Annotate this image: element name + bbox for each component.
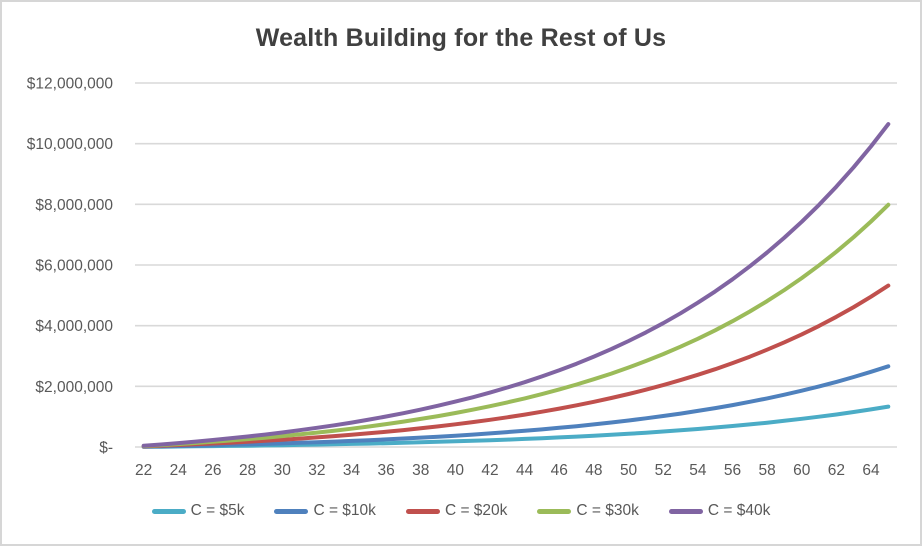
x-axis-tick-label: 62 bbox=[828, 462, 845, 479]
series-line-c-20k bbox=[141, 283, 891, 449]
series-line-c-40k bbox=[141, 122, 891, 448]
legend-label: C = $20k bbox=[444, 502, 508, 519]
legend-swatch-icon bbox=[537, 508, 572, 514]
x-axis-tick-label: 60 bbox=[793, 462, 811, 479]
y-axis-tick-label: $12,000,000 bbox=[27, 76, 114, 93]
x-axis-tick-label: 22 bbox=[135, 462, 152, 479]
x-axis-tick-label: 50 bbox=[620, 462, 638, 479]
x-axis-tick-label: 26 bbox=[204, 462, 221, 479]
legend-item-4: C = $40k bbox=[668, 502, 771, 520]
y-axis-tick-label: $10,000,000 bbox=[27, 136, 114, 153]
x-axis-tick-label: 28 bbox=[239, 462, 256, 479]
x-axis-tick-label: 24 bbox=[170, 462, 188, 479]
y-axis-tick-label: $8,000,000 bbox=[35, 197, 113, 214]
legend-label: C = $40k bbox=[707, 502, 771, 519]
y-axis-tick-label: $2,000,000 bbox=[35, 379, 113, 396]
series-line-c-30k bbox=[141, 202, 891, 449]
x-axis-tick-label: 44 bbox=[516, 462, 534, 479]
y-axis-tick-label: $4,000,000 bbox=[35, 318, 113, 335]
legend-swatch-icon bbox=[274, 508, 309, 514]
legend-swatch-icon bbox=[668, 508, 703, 514]
x-axis-tick-label: 56 bbox=[724, 462, 741, 479]
x-axis-tick-label: 40 bbox=[447, 462, 465, 479]
x-axis-tick-label: 30 bbox=[274, 462, 292, 479]
legend-label: C = $30k bbox=[576, 502, 639, 519]
x-axis-tick-label: 46 bbox=[551, 462, 568, 479]
x-axis-tick-label: 36 bbox=[377, 462, 394, 479]
legend-item-2: C = $20k bbox=[405, 502, 508, 520]
y-axis-tick-label: $6,000,000 bbox=[35, 258, 113, 275]
legend: C = $5k C = $10k C = $20k C = $30k C = $40k bbox=[2, 502, 920, 520]
x-axis-tick-label: 58 bbox=[758, 462, 775, 479]
legend-label: C = $10k bbox=[313, 502, 376, 519]
x-axis-tick-label: 32 bbox=[308, 462, 325, 479]
x-axis-tick-label: 42 bbox=[481, 462, 498, 479]
x-axis-tick-label: 54 bbox=[689, 462, 707, 479]
series-line-c-10k bbox=[141, 364, 891, 449]
y-axis-tick-label: $- bbox=[99, 440, 113, 457]
x-axis-tick-label: 64 bbox=[862, 462, 880, 479]
legend-item-3: C = $30k bbox=[537, 502, 639, 520]
chart-title: Wealth Building for the Rest of Us bbox=[255, 24, 667, 52]
x-axis-tick-label: 38 bbox=[412, 462, 429, 479]
legend-label: C = $5k bbox=[190, 502, 245, 519]
x-axis-tick-label: 52 bbox=[655, 462, 672, 479]
legend-swatch-icon bbox=[405, 508, 440, 514]
x-axis-tick-label: 34 bbox=[343, 462, 361, 479]
legend-swatch-icon bbox=[151, 508, 186, 514]
x-axis-tick-label: 48 bbox=[585, 462, 602, 479]
legend-item-0: C = $5k bbox=[151, 502, 245, 520]
legend-item-1: C = $10k bbox=[274, 502, 376, 520]
